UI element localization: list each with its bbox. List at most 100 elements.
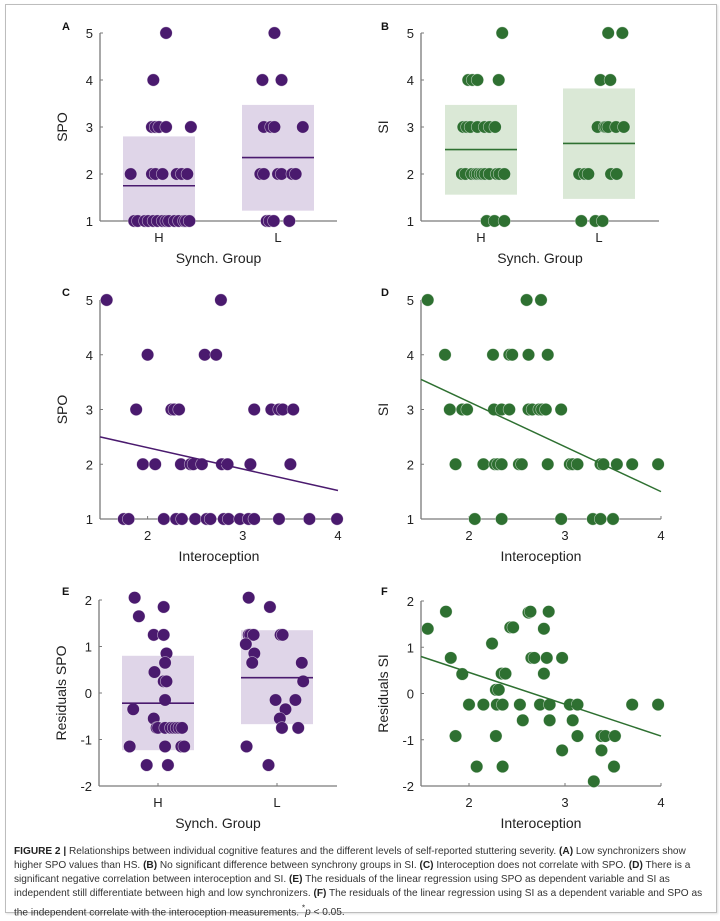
y-tick-label: 3	[86, 403, 93, 418]
data-point	[496, 698, 510, 712]
data-point	[141, 348, 155, 362]
data-point	[245, 656, 259, 670]
data-point	[443, 402, 457, 416]
data-point	[554, 512, 568, 526]
data-point	[100, 293, 114, 307]
caption-text-b: No significant difference between synchr…	[159, 860, 417, 871]
caption-text-e: The residuals of the linear regression u…	[14, 874, 670, 899]
caption-footnote: *p < 0.05.	[302, 903, 345, 919]
panel-letter: C	[62, 287, 70, 299]
x-tick-label: L	[273, 795, 280, 810]
x-axis-label: Interoception	[179, 548, 260, 564]
data-point	[606, 512, 620, 526]
y-tick-label: 3	[407, 403, 414, 418]
y-tick-label: -2	[402, 779, 414, 794]
y-tick-label: 2	[86, 457, 93, 472]
data-point	[492, 73, 506, 87]
y-tick-label: 1	[86, 214, 93, 229]
x-tick-label: L	[274, 230, 281, 245]
data-point	[505, 348, 519, 362]
y-tick-label: 2	[407, 594, 414, 609]
data-point	[537, 667, 551, 681]
data-point	[158, 739, 172, 753]
x-tick-label: 4	[657, 528, 664, 543]
data-point	[534, 293, 548, 307]
caption-tag-f: (F)	[313, 888, 327, 899]
caption-separator: |	[63, 846, 67, 857]
data-point	[615, 26, 629, 40]
data-point	[276, 628, 290, 642]
y-tick-label: 4	[407, 73, 414, 88]
data-point	[570, 457, 584, 471]
data-point	[147, 665, 161, 679]
caption-tag-b: (B)	[143, 860, 158, 871]
x-axis-label: Synch. Group	[175, 815, 261, 831]
data-point	[214, 293, 228, 307]
figure-caption: FIGURE 2 | Relationships between individ…	[14, 845, 704, 920]
data-point	[159, 26, 173, 40]
data-point	[242, 591, 256, 605]
data-point	[161, 758, 175, 772]
x-tick-label: 4	[657, 795, 664, 810]
y-axis-label: SPO	[54, 395, 70, 425]
y-tick-label: 2	[407, 457, 414, 472]
data-point	[542, 605, 556, 619]
y-tick-label: 4	[86, 73, 93, 88]
y-axis-label: SPO	[54, 112, 70, 142]
panel-letter: E	[62, 586, 69, 598]
data-point	[267, 26, 281, 40]
data-point	[515, 457, 529, 471]
data-point	[157, 628, 171, 642]
data-point	[497, 214, 511, 228]
x-axis-label: Synch. Group	[497, 250, 583, 266]
data-point	[288, 693, 302, 707]
y-tick-label: 3	[407, 120, 414, 135]
data-point	[539, 402, 553, 416]
y-tick-label: 1	[407, 640, 414, 655]
x-tick-label: L	[595, 230, 602, 245]
caption-tag-a: (A)	[559, 846, 574, 857]
data-point	[540, 651, 554, 665]
data-point	[421, 622, 435, 636]
data-point	[502, 402, 516, 416]
data-point	[126, 702, 140, 716]
y-tick-label: -1	[80, 733, 92, 748]
data-point	[239, 637, 253, 651]
x-tick-label: 2	[144, 528, 151, 543]
panel-b: B 1 2 3 4 5 H L Synch. Group SI	[375, 21, 659, 266]
y-tick-label: 2	[86, 167, 93, 182]
y-tick-label: -1	[402, 733, 414, 748]
panel-c: C 1 2 3 4 5 2 3 4 Interoception SPO	[54, 287, 344, 564]
data-point	[470, 73, 484, 87]
data-point	[272, 512, 286, 526]
data-point	[468, 512, 482, 526]
data-point	[330, 512, 344, 526]
data-point	[247, 402, 261, 416]
y-tick-label: 5	[407, 26, 414, 41]
y-tick-label: 1	[85, 640, 92, 655]
data-point	[140, 758, 154, 772]
data-point	[182, 214, 196, 228]
footnote-mark: *	[301, 903, 306, 913]
data-point	[291, 721, 305, 735]
data-point	[495, 26, 509, 40]
data-point	[488, 120, 502, 134]
data-point	[486, 348, 500, 362]
x-axis-label: Synch. Group	[176, 250, 262, 266]
data-point	[566, 713, 580, 727]
y-axis-label: SI	[375, 120, 391, 133]
data-point	[603, 73, 617, 87]
y-axis-label: Residuals SPO	[53, 645, 69, 740]
y-tick-label: 4	[407, 348, 414, 363]
data-point	[485, 637, 499, 651]
data-point	[156, 167, 170, 181]
data-point	[625, 457, 639, 471]
panel-f: F -2 -1 0 1 2 2 3 4 Interoception Residuals SI	[375, 586, 665, 831]
data-point	[198, 348, 212, 362]
footnote-p: p	[305, 907, 311, 919]
data-point	[269, 693, 283, 707]
data-point	[122, 512, 136, 526]
panel-e: E -2 -1 0 1 2 H L Synch. Group Residuals SPO	[53, 586, 337, 831]
x-tick-label: 2	[465, 528, 472, 543]
data-point	[527, 651, 541, 665]
